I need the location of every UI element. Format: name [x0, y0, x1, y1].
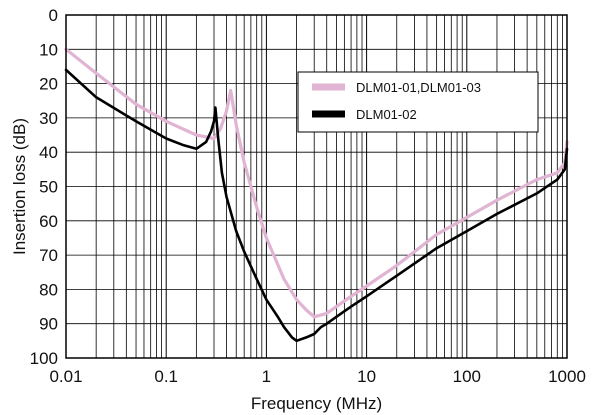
y-tick-label: 50 — [39, 178, 58, 197]
y-tick-label: 70 — [39, 246, 58, 265]
grid — [65, 14, 567, 359]
y-tick-label: 0 — [49, 6, 58, 25]
y-tick-label: 100 — [30, 349, 58, 368]
x-tick-label: 1 — [262, 367, 271, 386]
legend-label-dlm01-02: DLM01-02 — [356, 107, 417, 122]
legend-box — [297, 71, 539, 133]
y-tick-label: 40 — [39, 143, 58, 162]
x-tick-label: 10 — [357, 367, 376, 386]
x-tick-label: 0.01 — [49, 367, 82, 386]
x-axis-label: Frequency (MHz) — [251, 394, 382, 413]
legend: DLM01-01,DLM01-03 DLM01-02 — [297, 71, 539, 133]
y-tick-label: 90 — [39, 315, 58, 334]
x-tick-label: 1000 — [548, 367, 586, 386]
series-line-dlm01-02 — [64, 68, 569, 343]
x-tick-label: 100 — [453, 367, 481, 386]
series-layer — [64, 47, 569, 343]
y-tick-label: 20 — [39, 75, 58, 94]
y-tick-label: 30 — [39, 109, 58, 128]
y-tick-label: 10 — [39, 40, 58, 59]
x-tick-label: 0.1 — [154, 367, 178, 386]
legend-label-dlm01-01-03: DLM01-01,DLM01-03 — [356, 80, 481, 95]
y-tick-label: 60 — [39, 212, 58, 231]
y-tick-label: 80 — [39, 280, 58, 299]
y-axis-label: Insertion loss (dB) — [10, 118, 29, 255]
plot-frame — [65, 14, 568, 359]
